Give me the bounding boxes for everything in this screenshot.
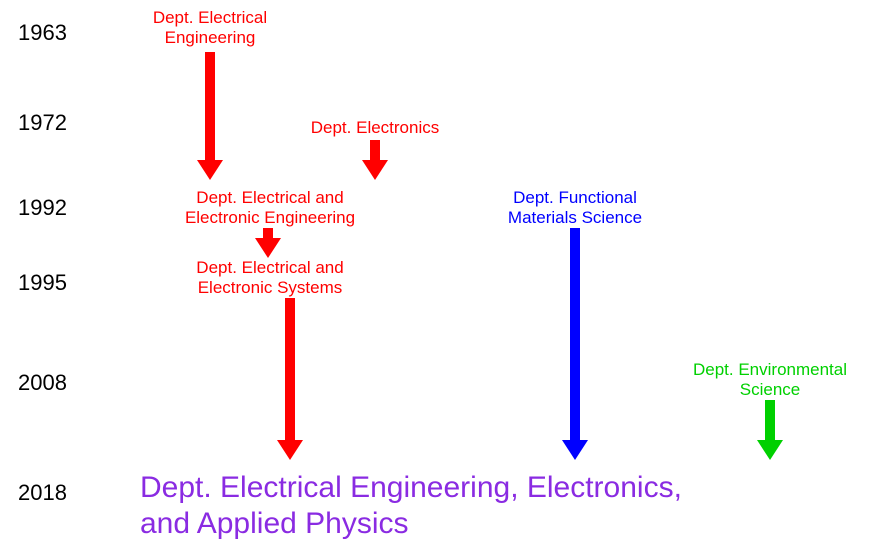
timeline-year: 1963 xyxy=(18,20,67,46)
timeline-year: 1995 xyxy=(18,270,67,296)
arrow-a-eee92-ees95 xyxy=(255,228,281,258)
arrow-a-electronics-eee92 xyxy=(362,140,388,180)
arrow-a-elec63-eee92 xyxy=(197,52,223,180)
dept-node-fms-1992: Dept. Functional Materials Science xyxy=(485,188,665,227)
final-line-2: and Applied Physics xyxy=(140,506,682,542)
timeline-year: 2008 xyxy=(18,370,67,396)
dept-node-elec-eng-1963: Dept. Electrical Engineering xyxy=(135,8,285,47)
arrow-a-ees95-final xyxy=(277,298,303,460)
dept-node-env-2008: Dept. Environmental Science xyxy=(675,360,865,399)
dept-node-eee-1992: Dept. Electrical and Electronic Engineer… xyxy=(175,188,365,227)
arrow-a-env-final xyxy=(757,400,783,460)
timeline-year: 1972 xyxy=(18,110,67,136)
dept-node-electronics-1972: Dept. Electronics xyxy=(295,118,455,138)
timeline-year: 2018 xyxy=(18,480,67,506)
final-line-1: Dept. Electrical Engineering, Electronic… xyxy=(140,470,682,506)
dept-node-merged-2018: Dept. Electrical Engineering, Electronic… xyxy=(140,470,682,542)
timeline-year: 1992 xyxy=(18,195,67,221)
diagram-canvas: 1963 1972 1992 1995 2008 2018 Dept. Electrical… xyxy=(0,0,881,555)
dept-node-ees-1995: Dept. Electrical and Electronic Systems xyxy=(175,258,365,297)
arrow-a-fms-final xyxy=(562,228,588,460)
